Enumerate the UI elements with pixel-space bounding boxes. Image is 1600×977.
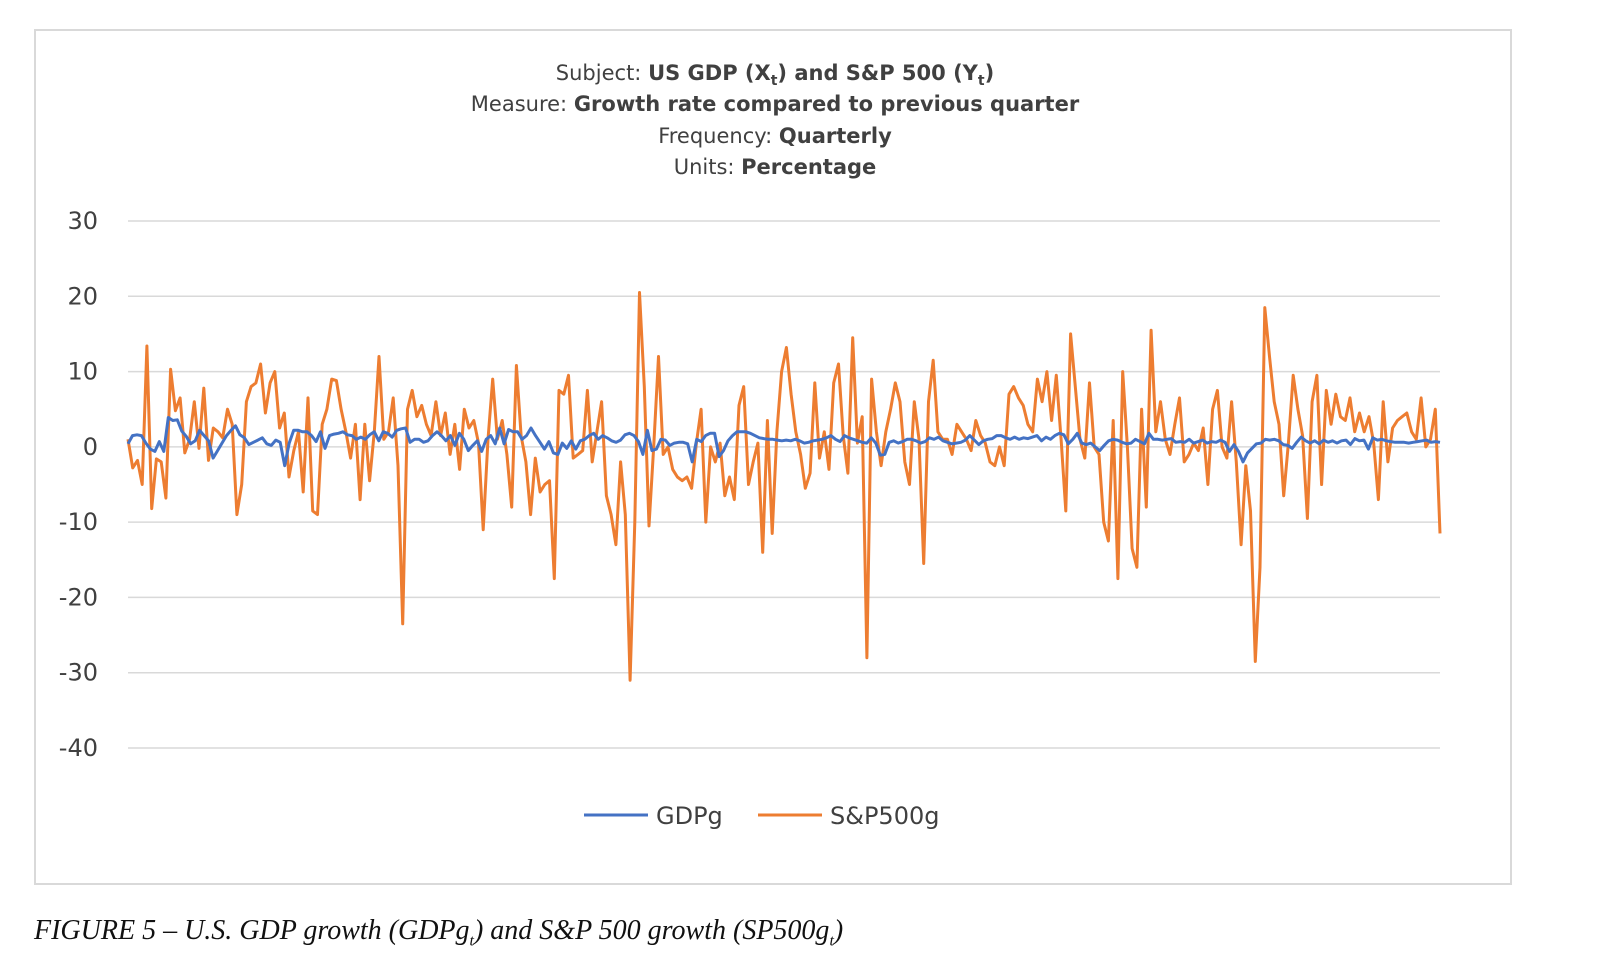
subject-line: Subject: US GDP (Xt) and S&P 500 (Yt) <box>36 61 1514 89</box>
frequency-label: Frequency: <box>658 124 779 148</box>
y-tick-label: -10 <box>59 508 98 536</box>
y-tick-label: 20 <box>67 282 98 310</box>
units-value: Percentage <box>741 155 877 179</box>
y-tick-label: 30 <box>67 207 98 235</box>
measure-label: Measure: <box>470 92 574 116</box>
frequency-line: Frequency: Quarterly <box>36 124 1514 148</box>
gdpg-series-line <box>126 416 1441 468</box>
y-tick-label: -40 <box>59 734 98 762</box>
subject-value: US GDP (Xt) and S&P 500 (Yt) <box>648 61 995 90</box>
units-line: Units: Percentage <box>36 155 1514 179</box>
figure-caption: FIGURE 5 – U.S. GDP growth (GDPgt) and S… <box>34 915 844 950</box>
legend-label: S&P500g <box>830 802 939 830</box>
y-tick-label: -20 <box>59 583 98 611</box>
frequency-value: Quarterly <box>778 124 892 148</box>
measure-value: Growth rate compared to previous quarter <box>573 92 1080 116</box>
y-tick-label: -30 <box>59 659 98 687</box>
chart-frame: Subject: US GDP (Xt) and S&P 500 (Yt) Me… <box>34 29 1512 885</box>
gridlines <box>128 220 1440 749</box>
measure-line: Measure: Growth rate compared to previou… <box>36 92 1514 116</box>
sp500g-series-line <box>126 291 1442 682</box>
units-label: Units: <box>673 155 742 179</box>
y-tick-label: 0 <box>83 433 98 461</box>
y-tick-label: 10 <box>67 358 98 386</box>
legend-label: GDPg <box>656 802 723 830</box>
legend: GDPg S&P500g <box>584 802 939 830</box>
series-lines <box>126 291 1442 682</box>
line-chart: 30 20 10 0 -10 -20 -30 -40 GDPg S&P500g <box>59 207 1442 830</box>
subject-label: Subject: <box>555 61 649 85</box>
y-axis-ticks: 30 20 10 0 -10 -20 -30 -40 <box>59 207 98 762</box>
